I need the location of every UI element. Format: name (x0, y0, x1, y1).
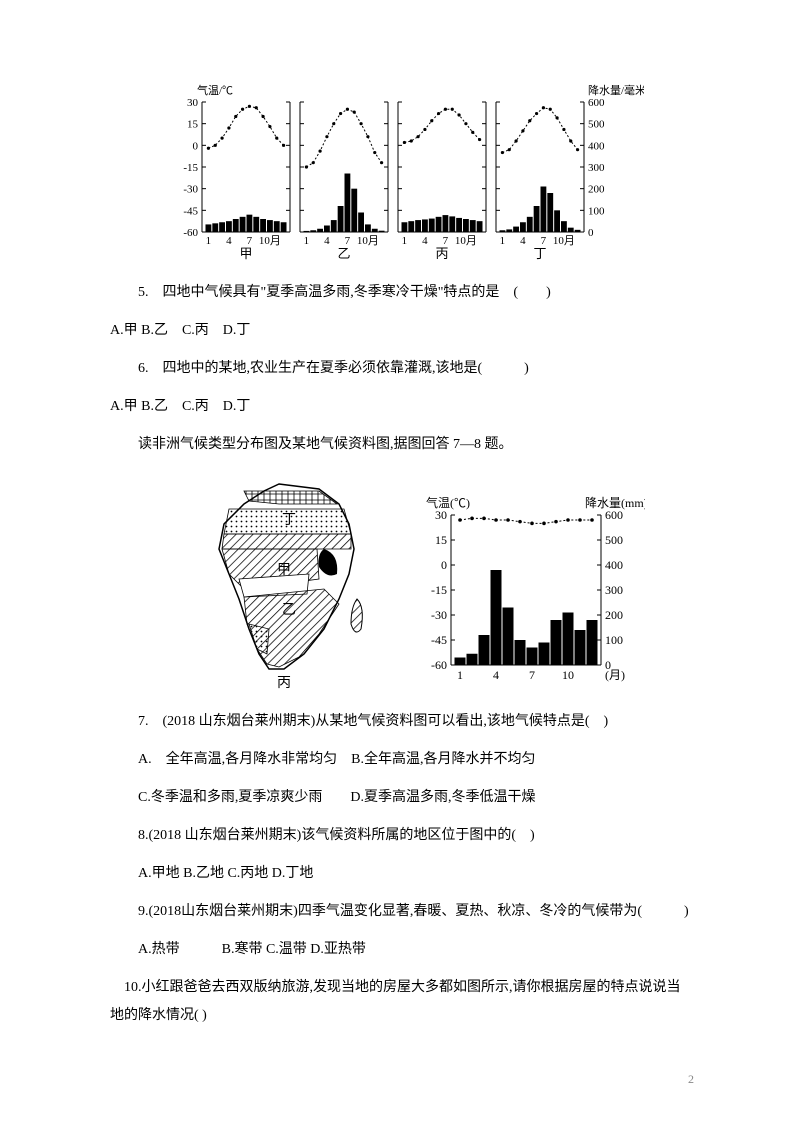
svg-text:4: 4 (493, 668, 499, 682)
svg-text:30: 30 (187, 97, 199, 109)
svg-text:气温(℃): 气温(℃) (426, 495, 470, 510)
svg-text:300: 300 (588, 162, 605, 174)
svg-text:丙: 丙 (435, 246, 448, 260)
svg-text:-45: -45 (183, 205, 198, 217)
q5-options: A.甲 B.乙 C.丙 D.丁 (110, 317, 694, 345)
svg-text:-45: -45 (431, 633, 447, 647)
svg-text:10: 10 (562, 668, 574, 682)
q8-stem: 8.(2018 山东烟台莱州期末)该气候资料所属的地区位于图中的( ) (110, 822, 694, 850)
q6-options: A.甲 B.乙 C.丙 D.丁 (110, 393, 694, 421)
climate-4-panel-svg: 气温/℃30 15 0 -15 -30 -45 -60 降水量/毫米600 500 400 300 2… (160, 80, 644, 260)
africa-map-svg: 丁甲乙丙 (159, 469, 399, 689)
svg-text:(月): (月) (605, 668, 625, 682)
q7-options-cd: C.冬季温和多雨,夏季凉爽少雨 D.夏季高温多雨,冬季低温干燥 (110, 784, 694, 812)
q7-options-ab: A. 全年高温,各月降水非常均匀 B.全年高温,各月降水并不均匀 (110, 746, 694, 774)
svg-text:-60: -60 (431, 658, 447, 672)
svg-text:500: 500 (605, 533, 623, 547)
q5-stem: 5. 四地中气候具有"夏季高温多雨,冬季寒冷干燥"特点的是 ( ) (110, 279, 694, 307)
svg-text:4: 4 (520, 235, 526, 247)
svg-text:30: 30 (435, 508, 447, 522)
svg-text:400: 400 (605, 558, 623, 572)
svg-text:甲: 甲 (277, 563, 291, 578)
svg-text:-15: -15 (183, 162, 198, 174)
svg-text:300: 300 (605, 583, 623, 597)
svg-text:0: 0 (441, 558, 447, 572)
svg-text:10月: 10月 (455, 235, 477, 247)
svg-text:气温/℃: 气温/℃ (197, 83, 233, 97)
svg-text:1: 1 (457, 668, 463, 682)
svg-text:7: 7 (529, 668, 535, 682)
svg-text:100: 100 (588, 205, 605, 217)
svg-text:丁: 丁 (533, 246, 546, 260)
svg-text:400: 400 (588, 140, 605, 152)
svg-text:10月: 10月 (553, 235, 575, 247)
svg-text:甲: 甲 (239, 246, 252, 260)
svg-text:600: 600 (588, 97, 605, 109)
q7-stem: 7. (2018 山东烟台莱州期末)从某地气候资料图可以看出,该地气候特点是( … (110, 708, 694, 736)
svg-text:15: 15 (435, 533, 447, 547)
q10-stem: 10.小红跟爸爸去西双版纳旅游,发现当地的房屋大多都如图所示,请你根据房屋的特点… (110, 974, 694, 1030)
svg-text:200: 200 (588, 184, 605, 196)
svg-text:降水量/毫米: 降水量/毫米 (588, 83, 644, 97)
svg-text:-15: -15 (431, 583, 447, 597)
svg-text:乙: 乙 (282, 602, 296, 618)
svg-text:0: 0 (588, 227, 594, 239)
q9-stem: 9.(2018山东烟台莱州期末)四季气温变化显著,春暖、夏热、秋凉、冬冷的气候带… (110, 898, 694, 926)
svg-text:-60: -60 (183, 227, 198, 239)
q8-options: A.甲地 B.乙地 C.丙地 D.丁地 (110, 860, 694, 888)
svg-text:600: 600 (605, 508, 623, 522)
svg-text:4: 4 (422, 235, 428, 247)
svg-text:-30: -30 (431, 608, 447, 622)
q6-stem: 6. 四地中的某地,农业生产在夏季必须依靠灌溉,该地是( ) (110, 355, 694, 383)
svg-text:100: 100 (605, 633, 623, 647)
svg-text:15: 15 (187, 119, 199, 131)
svg-text:丁: 丁 (282, 513, 296, 528)
svg-text:0: 0 (193, 140, 199, 152)
intro-7-8: 读非洲气候类型分布图及某地气候资料图,据图回答 7—8 题。 (110, 431, 694, 459)
climate-4-panel-figure: 气温/℃30 15 0 -15 -30 -45 -60 降水量/毫米600 500 400 300 2… (110, 80, 694, 265)
svg-text:500: 500 (588, 119, 605, 131)
svg-text:10月: 10月 (357, 235, 379, 247)
africa-and-climate-figure: 丁甲乙丙 气温(℃)降水量(mm)30150-15-30-45-60600500… (110, 469, 694, 694)
page-number: 2 (688, 1072, 694, 1087)
svg-text:乙: 乙 (337, 246, 350, 260)
svg-text:200: 200 (605, 608, 623, 622)
svg-text:4: 4 (324, 235, 330, 247)
svg-text:-30: -30 (183, 184, 198, 196)
svg-text:1: 1 (206, 235, 212, 247)
svg-text:4: 4 (226, 235, 232, 247)
q9-options: A.热带 B.寒带 C.温带 D.亚热带 (110, 936, 694, 964)
climate-single-svg: 气温(℃)降水量(mm)30150-15-30-45-6060050040030… (403, 493, 645, 689)
svg-text:10月: 10月 (259, 235, 281, 247)
svg-text:丙: 丙 (277, 676, 291, 689)
svg-text:1: 1 (500, 235, 506, 247)
svg-text:1: 1 (304, 235, 310, 247)
svg-text:1: 1 (402, 235, 408, 247)
